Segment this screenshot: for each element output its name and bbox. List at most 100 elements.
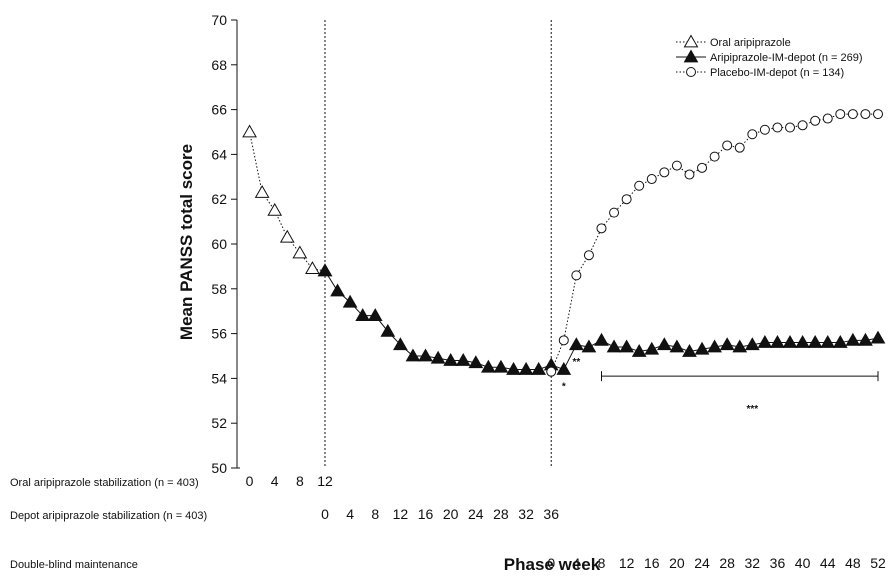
data-point xyxy=(342,294,358,308)
data-point xyxy=(785,122,796,133)
data-point xyxy=(683,49,699,63)
data-point xyxy=(759,124,770,135)
data-point xyxy=(820,335,836,348)
phase-tick-label: 20 xyxy=(443,506,459,522)
y-tick-label: 52 xyxy=(211,415,227,431)
data-point xyxy=(858,332,873,346)
data-point xyxy=(531,361,547,375)
legend-label: Placebo-IM-depot (n = 134) xyxy=(710,67,844,79)
phase-label: Double-blind maintenance xyxy=(10,559,138,571)
y-tick-label: 66 xyxy=(211,102,227,118)
data-point xyxy=(571,270,582,281)
data-point xyxy=(671,160,682,171)
data-point xyxy=(686,67,696,77)
data-point xyxy=(835,109,846,120)
y-tick-label: 64 xyxy=(211,146,227,162)
y-tick-label: 62 xyxy=(211,191,227,207)
annotation: ** xyxy=(572,357,580,368)
phase-label: Oral aripiprazole stabilization (n = 403… xyxy=(10,477,199,489)
legend-label: Aripiprazole-IM-depot (n = 269) xyxy=(710,52,863,64)
phase-tick-label: 4 xyxy=(271,473,279,489)
data-point xyxy=(518,361,534,375)
data-point xyxy=(656,337,672,351)
data-point xyxy=(659,167,670,178)
data-point xyxy=(707,339,722,353)
data-point xyxy=(860,109,871,120)
legend: Oral aripiprazole Aripiprazole-IM-depot (… xyxy=(676,34,863,79)
phase-tick-label: 24 xyxy=(468,506,484,522)
y-tick-label: 58 xyxy=(211,281,227,297)
data-point xyxy=(355,308,371,322)
data-point xyxy=(455,352,471,366)
data-point xyxy=(822,113,833,124)
phase-tick-label: 52 xyxy=(870,555,886,571)
data-point xyxy=(845,332,861,346)
phase-tick-label: 16 xyxy=(644,555,660,571)
phase-tick-label: 36 xyxy=(543,506,559,522)
data-point xyxy=(305,261,320,275)
data-point xyxy=(594,332,609,346)
data-point xyxy=(719,337,735,351)
annotation: *** xyxy=(746,404,758,415)
data-point xyxy=(683,34,699,48)
data-point xyxy=(631,344,647,357)
data-point xyxy=(870,330,886,344)
data-point xyxy=(279,229,295,243)
data-point xyxy=(546,366,557,377)
data-point xyxy=(558,335,569,346)
phase-tick-label: 40 xyxy=(795,555,811,571)
data-point xyxy=(405,348,421,362)
data-point xyxy=(621,194,632,205)
data-point xyxy=(443,352,459,366)
phase-tick-label: 8 xyxy=(296,473,304,489)
data-point xyxy=(468,355,484,369)
phase-tick-label: 32 xyxy=(745,555,761,571)
data-point xyxy=(807,335,823,348)
data-point xyxy=(694,341,710,355)
phase-tick-label: 44 xyxy=(820,555,836,571)
data-point xyxy=(596,223,607,234)
phase-tick-label: 8 xyxy=(371,506,379,522)
y-tick-label: 54 xyxy=(211,370,227,386)
data-point xyxy=(506,361,521,375)
plot-layer: 50 52 54 56 58 60 62 64 66 68 70 Oral aripiprazole … xyxy=(10,12,886,571)
data-point xyxy=(847,109,858,120)
data-point xyxy=(873,109,883,120)
y-tick-label: 70 xyxy=(211,12,227,28)
data-point xyxy=(609,207,620,218)
data-point xyxy=(292,245,308,259)
data-point xyxy=(619,339,634,353)
data-point xyxy=(330,283,345,297)
phase-tick-label: 4 xyxy=(572,555,580,571)
data-point xyxy=(744,337,760,351)
phase-tick-label: 12 xyxy=(619,555,635,571)
data-point xyxy=(254,184,270,198)
data-point xyxy=(380,323,396,337)
data-point xyxy=(782,335,798,348)
data-point xyxy=(644,341,660,355)
data-point xyxy=(810,115,821,126)
data-point xyxy=(722,140,733,151)
data-point xyxy=(747,129,758,140)
data-point xyxy=(684,169,695,180)
data-point xyxy=(267,202,283,216)
data-point xyxy=(770,335,785,348)
phase-tick-label: 16 xyxy=(418,506,434,522)
data-point xyxy=(481,359,496,373)
data-point xyxy=(367,308,383,322)
y-tick-label: 50 xyxy=(211,460,227,476)
phase-tick-label: 0 xyxy=(246,473,254,489)
data-point xyxy=(682,344,697,357)
data-point xyxy=(795,335,810,348)
series-line xyxy=(249,131,326,272)
data-point xyxy=(709,151,720,162)
phase-tick-label: 8 xyxy=(598,555,606,571)
legend-label: Oral aripiprazole xyxy=(710,37,791,49)
phase-tick-label: 20 xyxy=(669,555,685,571)
phase-tick-label: 28 xyxy=(493,506,509,522)
x-axis-title: Phase week xyxy=(504,555,601,574)
data-point xyxy=(734,142,745,153)
data-point xyxy=(583,250,594,261)
data-point xyxy=(697,162,708,173)
